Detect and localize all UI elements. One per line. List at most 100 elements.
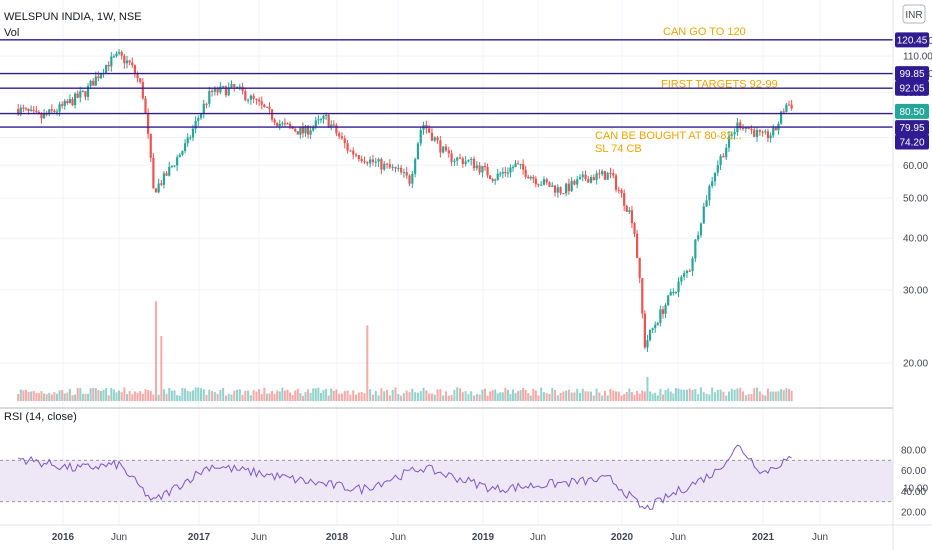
volume-bar bbox=[35, 392, 38, 401]
volume-bar bbox=[99, 391, 102, 401]
volume-bar bbox=[459, 388, 462, 401]
time-tick-label: Jun bbox=[390, 532, 406, 543]
volume-bar bbox=[636, 391, 639, 401]
time-tick-label: 2020 bbox=[611, 532, 634, 543]
volume-bar bbox=[606, 395, 609, 401]
rsi-axis[interactable]: 80.00 60.00 40.00 20.00 bbox=[901, 446, 926, 519]
candle-body bbox=[496, 173, 499, 180]
volume-bar bbox=[322, 390, 325, 401]
candle-body bbox=[542, 179, 546, 185]
candle-body bbox=[97, 76, 100, 79]
candle-body bbox=[273, 119, 276, 123]
price-tag: 80.50 bbox=[895, 103, 929, 119]
volume-bar bbox=[425, 390, 428, 401]
time-axis[interactable]: 2016 Jun 2017 Jun 2018 Jun 2019 Jun 2020 Jun 2021 J… bbox=[52, 532, 828, 543]
volume-bar bbox=[659, 388, 662, 401]
candle-body bbox=[584, 174, 587, 179]
volume-bar bbox=[450, 395, 453, 401]
volume-bar bbox=[199, 388, 202, 401]
candle-body bbox=[322, 115, 325, 120]
volume-bar bbox=[58, 390, 61, 401]
candle-body bbox=[747, 127, 750, 130]
annotation-text[interactable]: CAN BE BOUGHT AT 80-82... bbox=[595, 130, 742, 142]
volume-bar bbox=[419, 391, 422, 401]
candle-body bbox=[286, 123, 289, 125]
volume-bar bbox=[416, 392, 419, 401]
volume-bar bbox=[357, 392, 360, 401]
volume-bar bbox=[157, 394, 160, 401]
volume-bar bbox=[780, 389, 783, 401]
rsi-line[interactable] bbox=[17, 444, 792, 511]
volume-label[interactable]: Vol bbox=[4, 27, 19, 39]
currency-button-frame bbox=[902, 4, 926, 24]
candle-body bbox=[509, 167, 512, 173]
candle-body bbox=[168, 166, 171, 176]
symbol-title[interactable]: WELSPUN INDIA, 1W, NSE bbox=[4, 11, 142, 23]
candle-body bbox=[790, 104, 793, 109]
annotation-text[interactable]: SL 74 CB bbox=[595, 143, 642, 155]
candle-body bbox=[141, 81, 144, 99]
volume-bar bbox=[514, 393, 517, 401]
candle-body bbox=[105, 64, 108, 73]
candle-body bbox=[247, 99, 250, 101]
candle-body bbox=[614, 175, 618, 190]
volume-bar bbox=[643, 391, 646, 401]
candle-body bbox=[227, 87, 230, 96]
candle-body bbox=[674, 291, 678, 293]
volume-bar bbox=[194, 387, 197, 401]
volume-bar bbox=[386, 390, 389, 401]
volume-bar bbox=[691, 389, 694, 401]
annotation-text[interactable]: FIRST TARGETS 92-99 bbox=[661, 79, 778, 91]
volume-bar bbox=[677, 388, 680, 401]
volume-bar bbox=[548, 393, 551, 401]
candle-body bbox=[659, 309, 662, 323]
candle-body bbox=[787, 104, 791, 106]
volume-bar bbox=[651, 393, 654, 401]
candle-body bbox=[154, 188, 158, 193]
candle-body bbox=[494, 179, 497, 181]
candle-body bbox=[442, 146, 445, 153]
candle-body bbox=[288, 123, 292, 127]
candle-body bbox=[343, 138, 346, 144]
volume-bar bbox=[139, 391, 142, 401]
volume-bar bbox=[258, 389, 261, 401]
candle-body bbox=[194, 120, 197, 129]
horizontal-levels[interactable] bbox=[0, 39, 893, 128]
candle-body bbox=[529, 177, 532, 179]
candle-body bbox=[656, 322, 659, 325]
currency-button[interactable]: INR bbox=[902, 4, 926, 24]
volume-bar bbox=[422, 387, 425, 401]
rsi-label[interactable]: RSI (14, close) bbox=[4, 411, 77, 423]
candle-body bbox=[338, 133, 341, 137]
candle-body bbox=[436, 137, 439, 141]
volume-bar bbox=[772, 391, 775, 401]
candle-body bbox=[753, 129, 756, 137]
candle-body bbox=[112, 56, 116, 58]
volume-bar bbox=[349, 394, 352, 401]
annotations[interactable]: CAN GO TO 120 FIRST TARGETS 92-99 CAN BE B… bbox=[595, 26, 778, 155]
candle-body bbox=[136, 74, 139, 79]
volume-bar bbox=[296, 388, 299, 401]
volume-bar bbox=[788, 388, 791, 401]
candle-body bbox=[628, 210, 631, 212]
candle-body bbox=[115, 53, 118, 57]
volume-bar bbox=[565, 390, 568, 401]
price-tag: 99.85 bbox=[895, 66, 929, 82]
volume-bar bbox=[352, 390, 355, 401]
volume-bar bbox=[464, 391, 467, 401]
annotation-text[interactable]: CAN GO TO 120 bbox=[663, 26, 746, 38]
volume-bar bbox=[286, 389, 289, 401]
volume-bar bbox=[705, 393, 708, 401]
candle-body bbox=[30, 109, 33, 112]
candle-body bbox=[128, 60, 131, 63]
volume-bar bbox=[260, 394, 263, 401]
candle-body bbox=[270, 109, 274, 120]
candle-body bbox=[276, 122, 279, 127]
volume-bar bbox=[45, 394, 48, 401]
volume-bar bbox=[702, 392, 705, 401]
price-tag-label: 80.50 bbox=[899, 107, 924, 118]
price-tags: 120.45 99.85 92.05 80.50 79.95 74.20 bbox=[895, 32, 929, 150]
volume-bar bbox=[162, 389, 165, 401]
candle-body bbox=[117, 52, 121, 54]
